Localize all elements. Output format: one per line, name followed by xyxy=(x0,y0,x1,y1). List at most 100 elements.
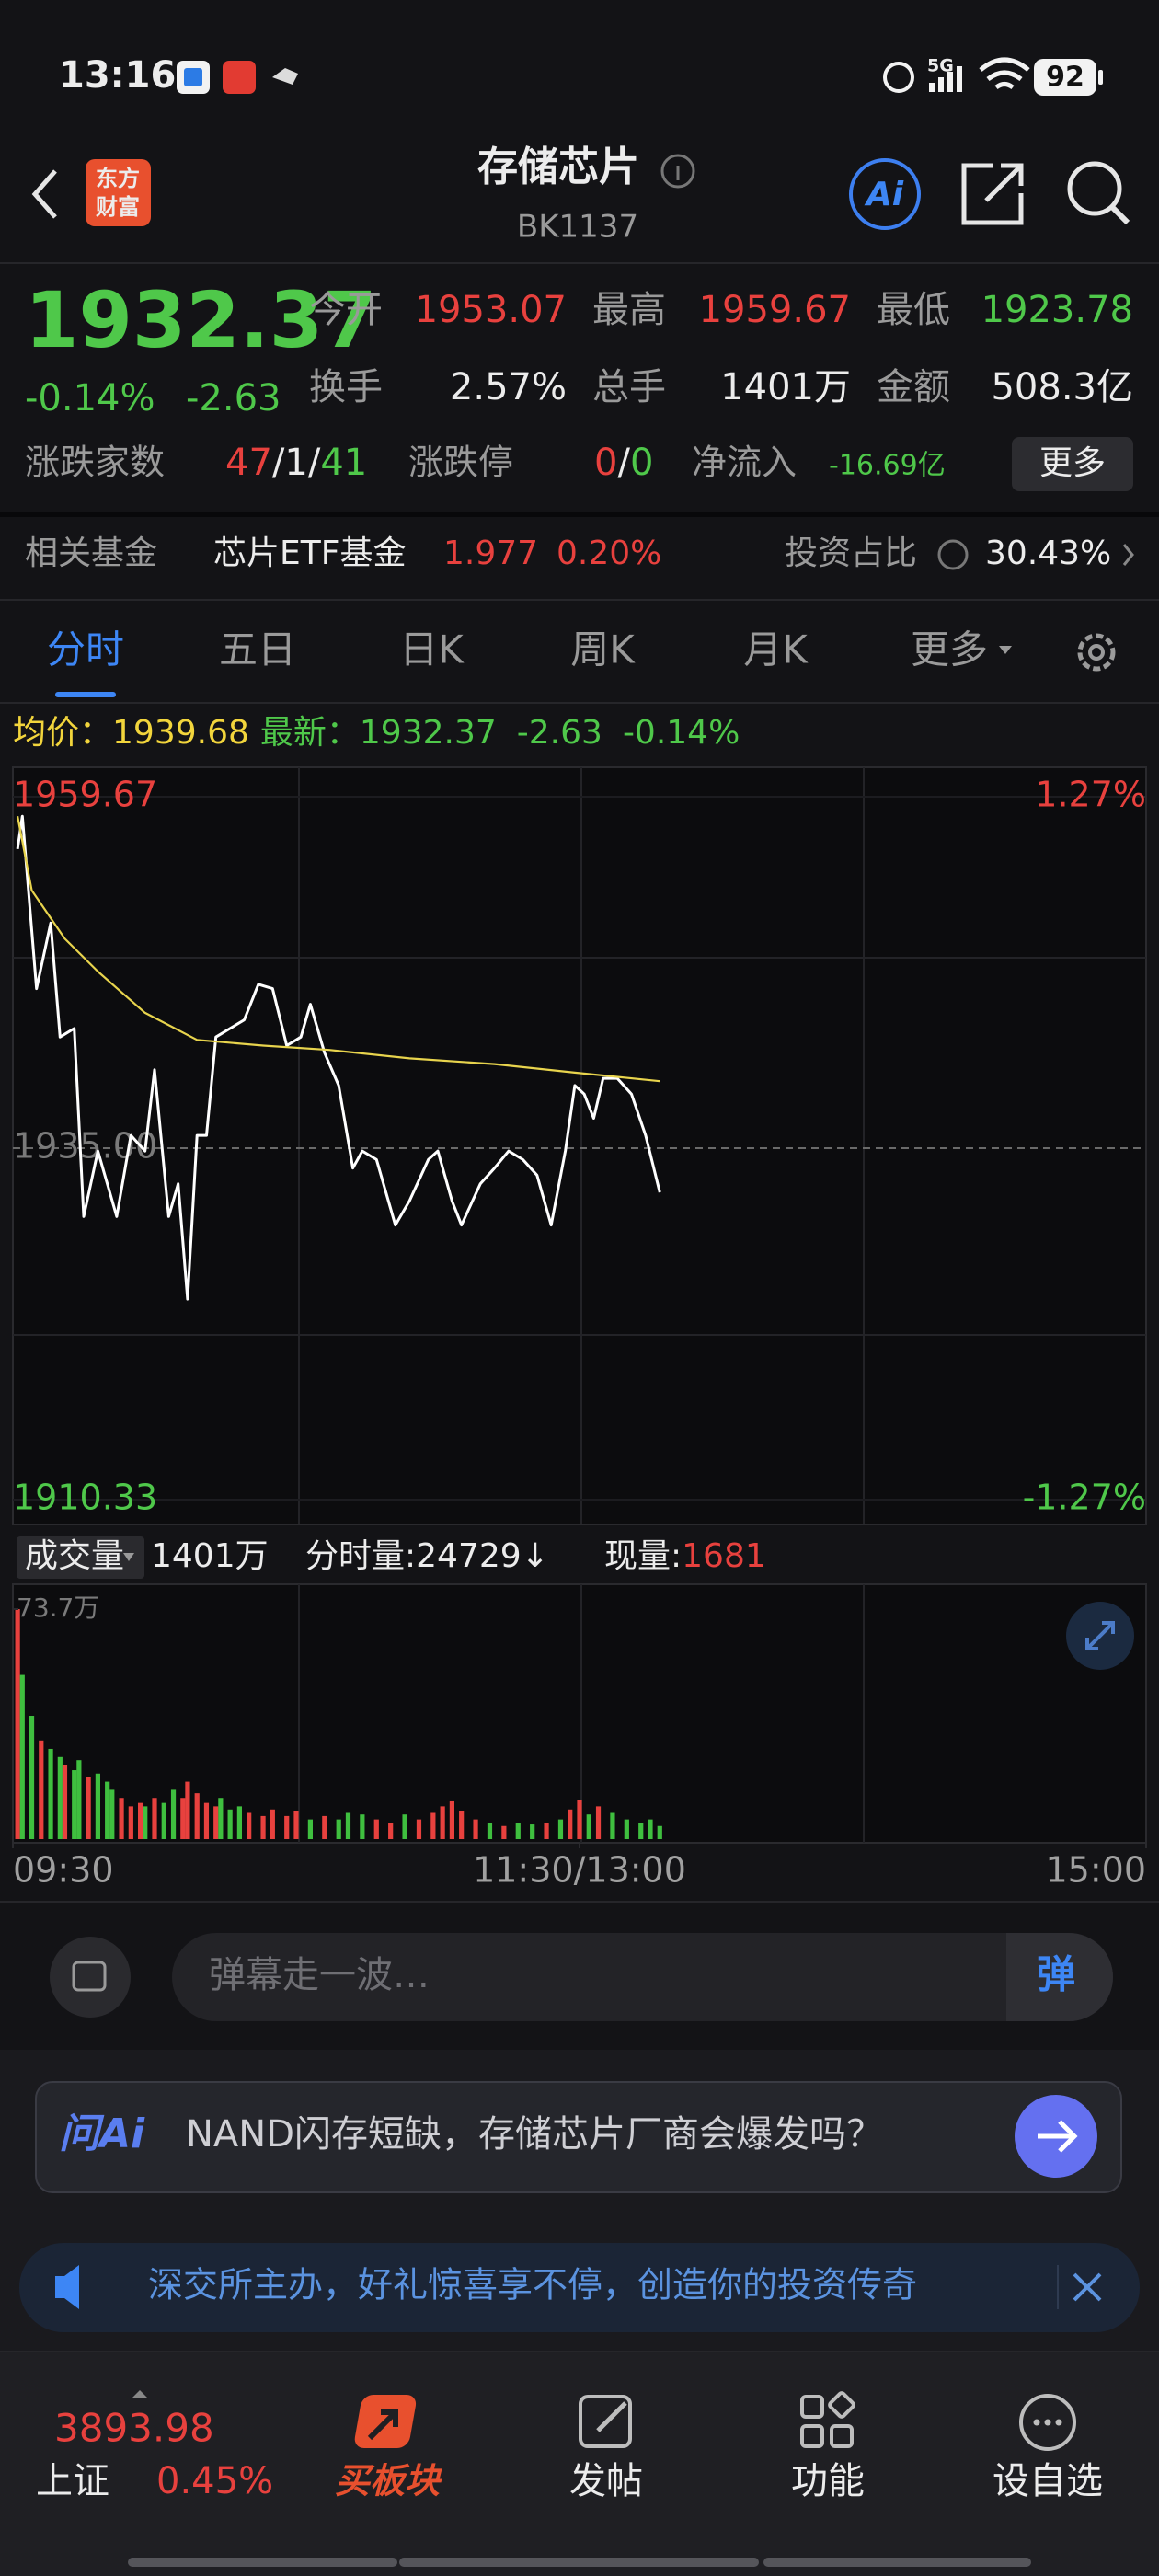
volume-bar xyxy=(515,1823,521,1839)
close-banner[interactable] xyxy=(1073,2272,1102,2302)
stat-label: 总手 xyxy=(592,366,666,408)
danmaku-toggle[interactable] xyxy=(50,1937,131,2018)
volume-bar xyxy=(180,1798,186,1839)
volume-bar xyxy=(128,1806,133,1839)
ratio-value: 30.43% xyxy=(985,535,1111,572)
volume-bar xyxy=(322,1815,327,1839)
volume-bar xyxy=(360,1814,365,1839)
current-volume: 现量:1681 xyxy=(604,1537,766,1575)
volume-bar xyxy=(260,1815,266,1839)
board-code: BK1137 xyxy=(517,209,638,246)
volume-label: 成交量 xyxy=(25,1537,124,1575)
volume-bar xyxy=(501,1825,507,1839)
expand-icon xyxy=(1085,1621,1115,1650)
settings-button[interactable] xyxy=(1077,633,1116,672)
banner-text: 深交所主办，好礼惊喜享不停，创造你的投资传奇 xyxy=(148,2265,917,2306)
banner[interactable] xyxy=(19,2243,1140,2332)
volume-bar xyxy=(57,1756,63,1839)
volume-bar xyxy=(170,1789,177,1839)
help-icon[interactable] xyxy=(937,539,969,570)
post-icon xyxy=(596,2401,627,2432)
change-percent: -0.14% xyxy=(623,714,740,752)
more-button[interactable] xyxy=(1012,437,1133,491)
tab[interactable]: 五日 xyxy=(219,627,296,673)
price-line xyxy=(17,815,660,1083)
y2-tick-label: 1.27% xyxy=(1035,775,1146,815)
index-value[interactable]: 3893.98 xyxy=(54,2406,214,2451)
function-icon xyxy=(828,2391,855,2419)
battery-icon xyxy=(1098,70,1103,85)
tab[interactable]: 更多 xyxy=(911,627,988,673)
battery-level: 92 xyxy=(1046,62,1084,94)
watchlist-icon xyxy=(1019,2394,1076,2451)
search-button[interactable] xyxy=(1067,161,1122,216)
watchlist-icon xyxy=(1033,2419,1040,2426)
fund-price: 1.977 xyxy=(443,535,538,572)
volume-bar xyxy=(568,1809,573,1839)
ai-question-box[interactable] xyxy=(35,2081,1122,2193)
nav-item[interactable]: 功能 xyxy=(791,2460,865,2502)
comment-input[interactable] xyxy=(172,1933,1113,2021)
change-percent: -0.14% xyxy=(25,377,155,420)
ai-question: NAND闪存短缺，存储芯片厂商会爆发吗？ xyxy=(186,2113,883,2156)
volume-bar xyxy=(293,1811,299,1839)
limit-label: 涨跌停 xyxy=(408,443,513,483)
index-name: 上证 xyxy=(36,2460,109,2502)
y-tick-label: 1935.00 xyxy=(13,1126,157,1167)
volume-bar xyxy=(247,1812,252,1839)
volume-bar xyxy=(185,1781,190,1839)
volume-bar xyxy=(227,1809,233,1839)
stat-label: 今开 xyxy=(309,289,383,331)
tab[interactable]: 月K xyxy=(743,627,809,673)
tab[interactable]: 日K xyxy=(399,627,465,673)
watchlist-icon xyxy=(1044,2419,1051,2426)
volume-bar xyxy=(152,1798,157,1839)
send-button[interactable] xyxy=(1006,1933,1113,2021)
volume-selector[interactable] xyxy=(17,1536,144,1579)
x-tick-label: 11:30/13:00 xyxy=(473,1850,686,1891)
nav-item[interactable]: 设自选 xyxy=(993,2460,1103,2502)
buy-icon xyxy=(367,2409,398,2441)
fund-name: 芯片ETF基金 xyxy=(213,535,406,572)
ratio-label: 投资占比 xyxy=(785,535,917,572)
price-chart: 1959.67 1935.00 1910.33 1.27% -1.27% xyxy=(13,775,1146,1518)
net-inflow-label: 净流入 xyxy=(692,443,797,483)
app-icon xyxy=(272,68,298,85)
more-label: 更多 xyxy=(1039,444,1106,482)
send-label: 弹 xyxy=(1037,1952,1075,1997)
info-icon[interactable] xyxy=(660,154,695,189)
volume-bar xyxy=(473,1819,478,1839)
share-button[interactable] xyxy=(961,163,1024,225)
trend-arrow: ↓ xyxy=(522,1537,549,1575)
tab[interactable]: 分时 xyxy=(47,627,124,673)
signal-icon xyxy=(947,72,953,92)
last-label: 最新： xyxy=(260,714,360,752)
nav-item[interactable]: 买板块 xyxy=(335,2461,442,2501)
logo-text: 财富 xyxy=(96,194,140,220)
volume-bar xyxy=(39,1740,44,1839)
volume-bar xyxy=(416,1819,422,1839)
avg-price: 1939.68 xyxy=(112,714,249,752)
y-tick-label: 73.7万 xyxy=(17,1593,99,1623)
volume-bar xyxy=(624,1819,629,1839)
signal-icon xyxy=(957,66,962,92)
logo-text: 东方 xyxy=(96,166,140,191)
volume-bar xyxy=(307,1819,313,1839)
tab[interactable]: 周K xyxy=(570,627,636,673)
volume-bar xyxy=(270,1809,275,1839)
decline-count: 41 xyxy=(320,442,367,484)
y-tick-label: 1910.33 xyxy=(13,1478,157,1518)
y-tick-label: 1959.67 xyxy=(13,775,157,815)
volume-bar xyxy=(284,1815,290,1839)
tab-indicator xyxy=(55,692,116,697)
ai-button[interactable] xyxy=(849,158,921,230)
back-button[interactable] xyxy=(31,169,57,219)
volume-bar xyxy=(544,1823,549,1839)
stat-label: 金额 xyxy=(877,366,950,408)
settings-button xyxy=(1088,644,1105,661)
function-icon xyxy=(830,2424,854,2448)
network-type: 5G xyxy=(927,56,954,76)
separator: / xyxy=(308,442,321,484)
nav-item[interactable]: 发帖 xyxy=(569,2460,643,2502)
